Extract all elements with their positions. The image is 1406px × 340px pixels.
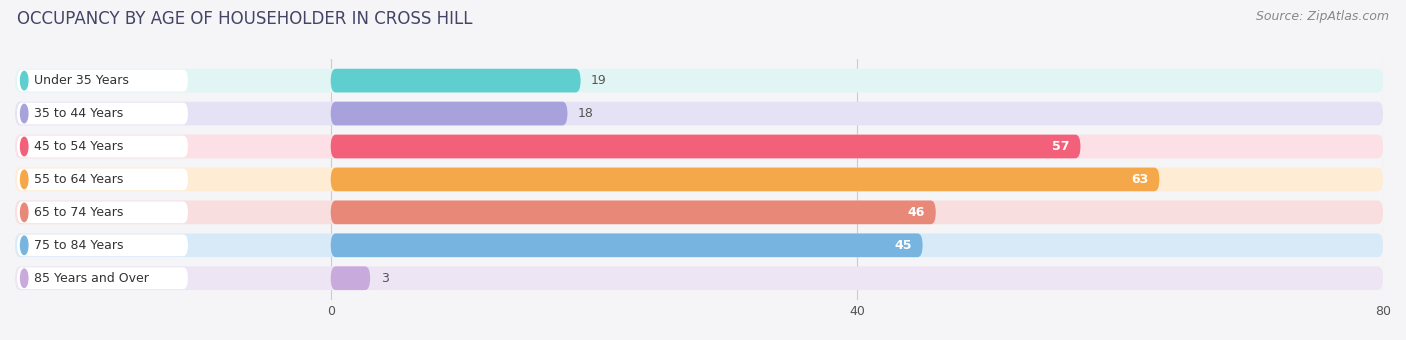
Text: 35 to 44 Years: 35 to 44 Years — [34, 107, 124, 120]
FancyBboxPatch shape — [15, 234, 1384, 257]
Text: 55 to 64 Years: 55 to 64 Years — [34, 173, 124, 186]
Text: Under 35 Years: Under 35 Years — [34, 74, 129, 87]
FancyBboxPatch shape — [17, 103, 188, 124]
Text: OCCUPANCY BY AGE OF HOUSEHOLDER IN CROSS HILL: OCCUPANCY BY AGE OF HOUSEHOLDER IN CROSS… — [17, 10, 472, 28]
FancyBboxPatch shape — [330, 234, 922, 257]
FancyBboxPatch shape — [330, 266, 370, 290]
FancyBboxPatch shape — [15, 266, 1384, 290]
Circle shape — [21, 236, 28, 255]
Text: 18: 18 — [578, 107, 593, 120]
Text: 75 to 84 Years: 75 to 84 Years — [34, 239, 124, 252]
FancyBboxPatch shape — [330, 135, 1080, 158]
FancyBboxPatch shape — [17, 136, 188, 157]
Circle shape — [21, 170, 28, 189]
Text: 19: 19 — [591, 74, 607, 87]
FancyBboxPatch shape — [330, 102, 568, 125]
Text: 46: 46 — [908, 206, 925, 219]
FancyBboxPatch shape — [17, 202, 188, 223]
Circle shape — [21, 71, 28, 90]
FancyBboxPatch shape — [330, 69, 581, 92]
FancyBboxPatch shape — [17, 169, 188, 190]
FancyBboxPatch shape — [17, 70, 188, 91]
FancyBboxPatch shape — [15, 102, 1384, 125]
FancyBboxPatch shape — [15, 168, 1384, 191]
Text: 45 to 54 Years: 45 to 54 Years — [34, 140, 124, 153]
Text: 65 to 74 Years: 65 to 74 Years — [34, 206, 124, 219]
Circle shape — [21, 137, 28, 156]
FancyBboxPatch shape — [17, 234, 188, 256]
FancyBboxPatch shape — [15, 201, 1384, 224]
Text: 3: 3 — [381, 272, 388, 285]
Text: 57: 57 — [1053, 140, 1070, 153]
FancyBboxPatch shape — [330, 168, 1160, 191]
Text: 85 Years and Over: 85 Years and Over — [34, 272, 149, 285]
Circle shape — [21, 104, 28, 123]
Circle shape — [21, 203, 28, 222]
FancyBboxPatch shape — [330, 201, 936, 224]
Text: 45: 45 — [894, 239, 912, 252]
Circle shape — [21, 269, 28, 287]
FancyBboxPatch shape — [15, 69, 1384, 92]
FancyBboxPatch shape — [17, 267, 188, 289]
Text: Source: ZipAtlas.com: Source: ZipAtlas.com — [1256, 10, 1389, 23]
FancyBboxPatch shape — [15, 135, 1384, 158]
Text: 63: 63 — [1132, 173, 1149, 186]
